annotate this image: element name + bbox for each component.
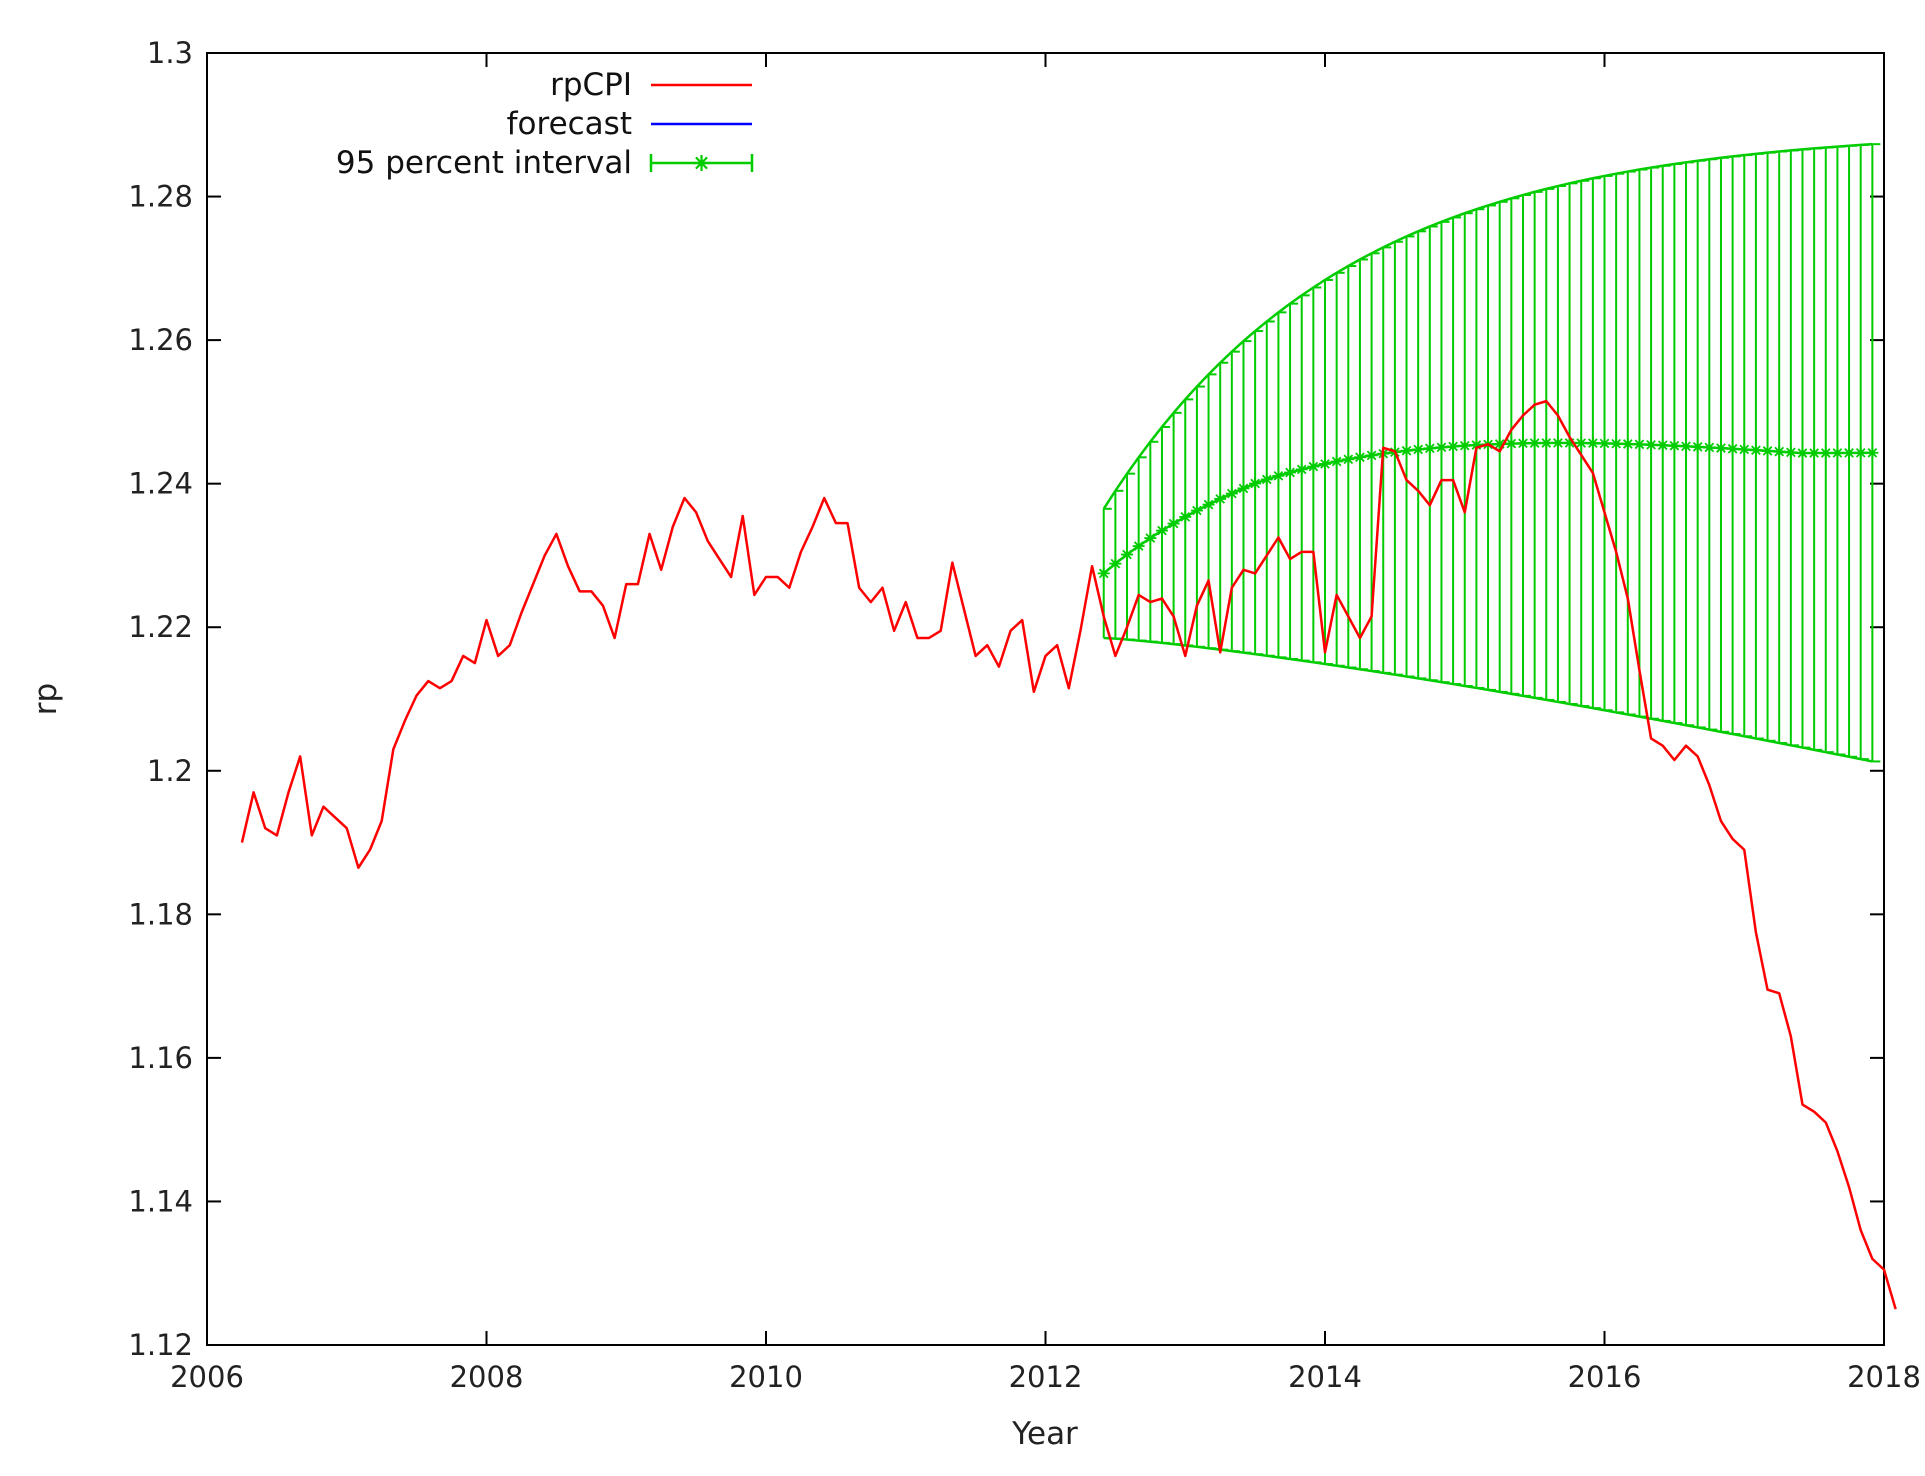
forecast-point-marker [1132,540,1145,553]
y-tick-label: 1.3 [147,36,193,70]
forecast-point-marker [1714,442,1727,455]
forecast-point-marker [1155,524,1168,537]
x-tick-label: 2010 [729,1360,803,1394]
x-axis-title: Year [1011,1416,1078,1452]
forecast-point-marker [1412,443,1425,456]
forecast-point-marker [1179,510,1192,523]
x-axis: 2006 2008 2010 2012 2014 2016 2018 [170,53,1921,1394]
forecast-point-marker [1260,473,1273,486]
forecast-point-marker [1866,446,1879,459]
forecast-point-marker [1843,446,1856,459]
forecast-point-marker [1586,437,1599,450]
legend-label: 95 percent interval [336,145,632,181]
forecast-point-marker [1237,482,1250,495]
forecast-point-marker [1447,440,1460,453]
y-axis-title: rp [28,683,64,715]
x-tick-label: 2016 [1568,1360,1642,1394]
y-axis: 1.12 1.14 1.16 1.18 1.2 1.22 1.24 1.26 1.28 1.3 [128,36,1884,1362]
forecast-point-marker [1295,463,1308,476]
forecast-point-marker [1423,442,1436,455]
interval-upper-line [1102,142,1873,510]
forecast-point-marker [1249,477,1262,490]
forecast-point-marker [1365,449,1378,462]
forecast-point-marker [1633,438,1646,451]
x-tick-label: 2012 [1009,1360,1083,1394]
forecast-point-marker [1400,444,1413,457]
forecast-point-marker [1796,447,1809,460]
forecast-point-marker [1645,438,1658,451]
forecast-point-marker [1749,444,1762,457]
forecast-point-marker [1505,437,1518,450]
forecast-point-marker [1528,437,1541,450]
interval-series [1097,142,1881,763]
forecast-point-marker [1214,492,1227,505]
y-tick-label: 1.16 [128,1041,193,1075]
forecast-point-marker [1272,469,1285,482]
y-tick-label: 1.18 [128,897,193,931]
forecast-point-marker [1761,444,1774,457]
forecast-point-marker [1703,441,1716,454]
forecast-point-marker [1621,437,1634,450]
interval-lower-line [1103,636,1873,763]
forecast-point-marker [1330,455,1343,468]
forecast-point-marker [1097,567,1110,580]
forecast-point-marker [1353,451,1366,464]
forecast-point-marker [1668,439,1681,452]
legend-label: rpCPI [550,67,632,103]
x-tick-label: 2006 [170,1360,244,1394]
forecast-point-marker [1551,436,1564,449]
forecast-point-marker [1307,460,1320,473]
x-tick-label: 2018 [1847,1360,1921,1394]
y-tick-label: 1.26 [128,323,193,357]
forecast-point-marker [1854,446,1867,459]
forecast-point-marker [1610,437,1623,450]
forecast-point-marker [1540,436,1553,449]
y-tick-label: 1.24 [128,467,193,501]
forecast-point-marker [1284,466,1297,479]
forecast-point-marker [1516,437,1529,450]
plot-frame [206,52,1885,1346]
forecast-point-marker [1190,504,1203,517]
legend-label: forecast [507,106,632,142]
y-tick-label: 1.12 [128,1328,193,1362]
forecast-point-marker [1738,443,1751,456]
rpcpi-line [240,399,1897,1310]
forecast-point-marker [1144,532,1157,545]
forecast-point-marker [1691,440,1704,453]
forecast-point-marker [1726,442,1739,455]
line-series [240,399,1897,1310]
forecast-point-marker [1109,557,1122,570]
forecast-point-marker [1225,487,1238,500]
y-tick-label: 1.14 [128,1184,193,1218]
forecast-point-marker [1575,437,1588,450]
forecast-point-marker [1167,517,1180,530]
forecast-point-marker [1831,446,1844,459]
legend-star-marker [693,155,710,171]
forecast-point-marker [1202,498,1215,511]
x-tick-label: 2008 [450,1360,524,1394]
forecast-point-marker [1808,447,1821,460]
forecast-point-marker [1680,440,1693,453]
y-tick-label: 1.22 [128,610,193,644]
forecast-point-marker [1319,457,1332,470]
y-tick-label: 1.28 [128,180,193,214]
forecast-point-marker [1121,548,1134,561]
forecast-point-marker [1458,439,1471,452]
forecast-point-marker [1784,446,1797,459]
forecast-point-marker [1819,446,1832,459]
forecast-point-marker [1342,453,1355,466]
x-tick-label: 2014 [1288,1360,1362,1394]
forecast-point-marker [1656,439,1669,452]
forecast-point-marker [1773,445,1786,458]
forecast-point-marker [1435,441,1448,454]
forecast-point-marker [1598,437,1611,450]
y-tick-label: 1.2 [147,754,193,788]
